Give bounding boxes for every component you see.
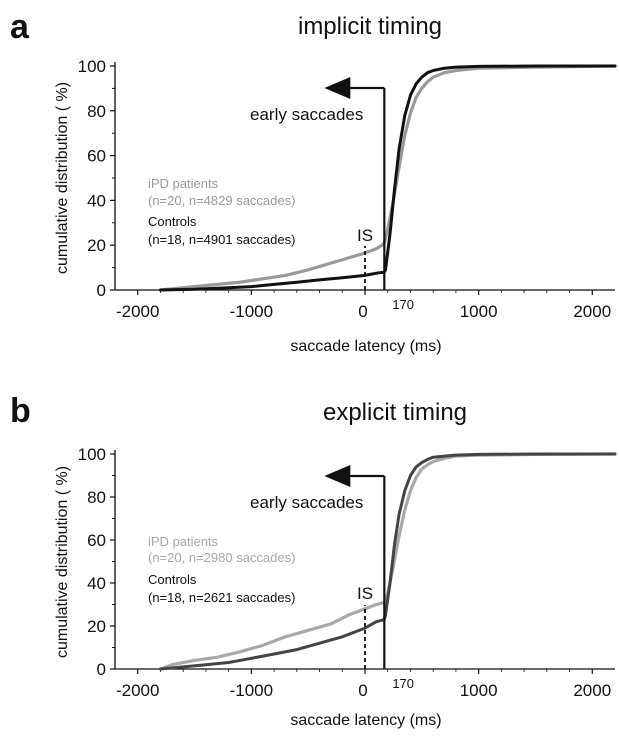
chart-title: explicit timing <box>323 399 467 426</box>
x-tick-label: 0 <box>358 302 367 321</box>
x-tick-label: -1000 <box>230 302 273 321</box>
legend-ipd-detail: (n=20, n=2980 saccades) <box>148 550 295 565</box>
legend-controls-detail: (n=18, n=2621 saccades) <box>148 590 295 605</box>
legend-ipd-name: iPD patients <box>148 176 219 191</box>
y-tick-label: 0 <box>97 281 106 300</box>
x-tick-label: 2000 <box>573 681 611 700</box>
series-line-ipd-patients <box>158 64 617 292</box>
plot-area: 0 20 40 60 80 100 -2000 -1000 0 1000 2000 170 IS <box>78 445 617 700</box>
x-tick-label: 0 <box>358 681 367 700</box>
x-tick-label: 2000 <box>573 302 611 321</box>
panel-implicit-timing: a implicit timing 0 20 40 60 80 100 -2000 -1000… <box>10 8 617 355</box>
y-tick-label: 60 <box>87 147 106 166</box>
y-tick-label: 0 <box>97 660 106 679</box>
y-tick-label: 60 <box>87 531 106 550</box>
legend-ipd-name: iPD patients <box>148 534 219 549</box>
early-saccades-arrow-head <box>324 77 351 99</box>
is-label: IS <box>357 584 373 603</box>
panel-letter: b <box>10 392 31 430</box>
chart-title: implicit timing <box>298 13 442 40</box>
y-tick-label: 40 <box>87 191 106 210</box>
y-tick-label: 100 <box>78 57 106 76</box>
legend-controls-name: Controls <box>148 572 197 587</box>
x-tick-label: 1000 <box>460 302 498 321</box>
y-tick-label: 80 <box>87 488 106 507</box>
is-label: IS <box>357 226 373 245</box>
x-tick-label: 1000 <box>460 681 498 700</box>
x-tick-label: -2000 <box>116 681 159 700</box>
early-saccades-label: early saccades <box>250 105 363 124</box>
x-axis-label: saccade latency (ms) <box>290 338 441 355</box>
legend-controls-name: Controls <box>148 214 197 229</box>
panel-explicit-timing: b explicit timing 0 20 40 60 80 100 -2000 -1000… <box>10 392 617 729</box>
x-tick-label: -1000 <box>230 681 273 700</box>
series-line-controls <box>159 64 617 292</box>
y-axis-label: cumulative distribution ( %) <box>54 82 71 274</box>
y-tick-label: 100 <box>78 445 106 464</box>
panel-letter: a <box>10 8 30 46</box>
special-tick-label: 170 <box>392 676 414 691</box>
y-tick-label: 80 <box>87 102 106 121</box>
plot-area: 0 20 40 60 80 100 -2000 -1000 0 1000 2000 170 IS <box>78 57 617 321</box>
y-tick-label: 20 <box>87 617 106 636</box>
y-axis-label: cumulative distribution ( %) <box>54 466 71 658</box>
y-tick-label: 20 <box>87 236 106 255</box>
x-tick-label: -2000 <box>116 302 159 321</box>
legend-controls-detail: (n=18, n=4901 saccades) <box>148 232 295 247</box>
early-saccades-label: early saccades <box>250 493 363 512</box>
series-line-controls <box>159 452 617 671</box>
x-axis-label: saccade latency (ms) <box>290 712 441 729</box>
legend-ipd-detail: (n=20, n=4829 saccades) <box>148 193 295 208</box>
early-saccades-arrow-head <box>324 465 351 487</box>
special-tick-label: 170 <box>392 297 414 312</box>
y-tick-label: 40 <box>87 574 106 593</box>
